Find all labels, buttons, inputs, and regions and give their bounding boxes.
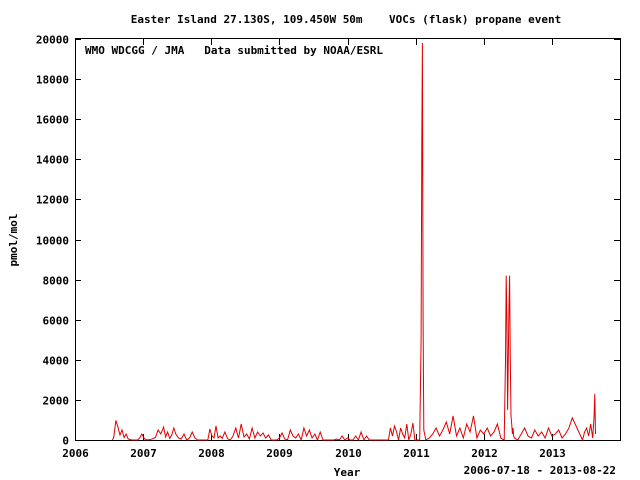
y-tick-label: 6000 (43, 315, 70, 328)
x-tick-label: 2008 (198, 447, 225, 460)
x-tick-label: 2010 (335, 447, 362, 460)
x-tick-label: 2007 (130, 447, 157, 460)
plot-frame (75, 38, 621, 441)
y-axis-label: pmol/mol (7, 214, 20, 267)
chart-title: Easter Island 27.130S, 109.450W 50m VOCs… (131, 13, 561, 26)
series-layer (112, 42, 596, 442)
y-tick-label: 14000 (36, 154, 69, 167)
y-tick-label: 12000 (36, 194, 69, 207)
x-tick-label: 2009 (266, 447, 293, 460)
x-axis-label: Year (334, 466, 361, 479)
date-range-label: 2006-07-18 - 2013-08-22 (464, 464, 616, 477)
y-tick-label: 18000 (36, 74, 69, 87)
y-tick-label: 20000 (36, 34, 69, 47)
x-axis: 2006 2007 2008 2009 2010 2011 2012 2013 (62, 39, 566, 460)
y-tick-label: 0 (62, 435, 69, 448)
y-tick-label: 8000 (43, 275, 70, 288)
y-axis: 0 2000 4000 6000 8000 10000 12000 14000 16000 180… (36, 34, 620, 448)
y-tick-label: 16000 (36, 114, 69, 127)
y-tick-label: 2000 (43, 395, 70, 408)
x-tick-label: 2011 (403, 447, 430, 460)
series-line (112, 42, 596, 442)
data-source-annotation: WMO WDCGG / JMA Data submitted by NOAA/E… (85, 44, 383, 57)
x-tick-label: 2013 (539, 447, 566, 460)
x-tick-label: 2012 (471, 447, 498, 460)
y-tick-label: 10000 (36, 235, 69, 248)
x-tick-label: 2006 (62, 447, 89, 460)
y-tick-label: 4000 (43, 355, 70, 368)
